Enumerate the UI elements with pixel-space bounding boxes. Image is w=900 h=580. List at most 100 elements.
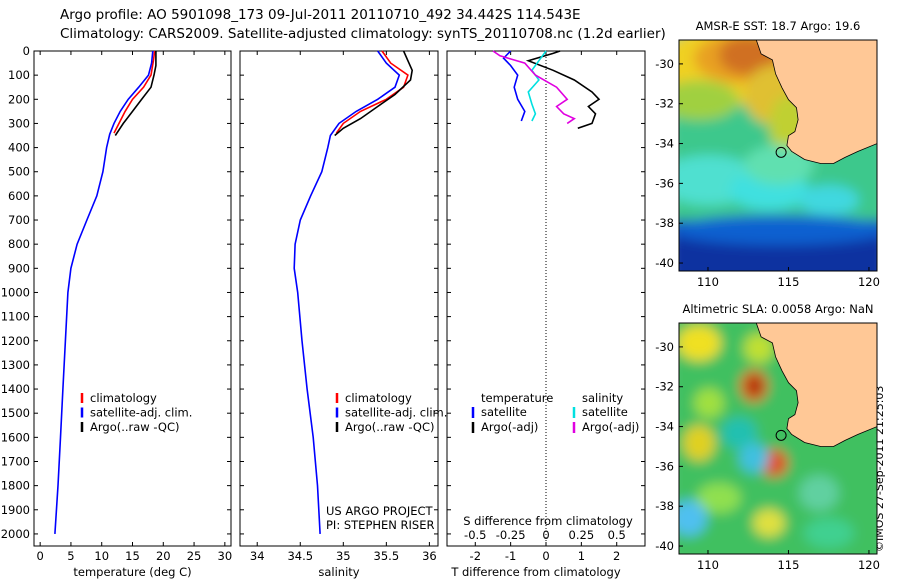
- x-tick-label: 34.5: [287, 549, 313, 563]
- land-mass: [756, 40, 877, 164]
- legend-label: satellite: [582, 405, 628, 419]
- legend-label: Argo(..raw -QC): [345, 420, 435, 434]
- y-tick-label: 2000: [1, 527, 30, 541]
- profile-panels: 0100200300400500600700800900100011001200…: [1, 44, 646, 579]
- x2-tick-label: 0.5: [608, 528, 626, 542]
- map-title: AMSR-E SST: 18.7 Argo: 19.6: [696, 19, 861, 33]
- y-tick-label: 1800: [1, 479, 30, 493]
- legend-label: satellite-adj. clim.: [345, 406, 447, 420]
- map-title: Altimetric SLA: 0.0058 Argo: NaN: [682, 302, 873, 316]
- y-tick-label: 100: [8, 68, 30, 82]
- x2-tick-label: -0.25: [496, 528, 526, 542]
- series-line: [114, 51, 157, 136]
- coastline: [755, 323, 877, 447]
- series-line: [293, 50, 401, 534]
- argo-location-marker: [775, 146, 787, 158]
- x-tick-label: 25: [187, 549, 202, 563]
- map-y-tick-label: -36: [655, 176, 674, 190]
- series-line: [527, 50, 547, 122]
- argo-location-marker: [775, 429, 787, 441]
- y-tick-label: 1400: [1, 382, 30, 396]
- legend-label: Argo(-adj): [481, 420, 538, 434]
- y-tick-label: 1600: [1, 430, 30, 444]
- panel-frame-temperature: [33, 50, 232, 547]
- x2-tick-label: 0.25: [569, 528, 595, 542]
- map-x-tick-label: 120: [858, 275, 880, 289]
- x-tick-label: 2: [613, 549, 620, 563]
- x-tick-label: 20: [156, 549, 171, 563]
- x-tick-label: 35.5: [374, 549, 400, 563]
- field-blob: [679, 500, 707, 536]
- legend-label: Argo(..raw -QC): [90, 420, 180, 434]
- x2-tick-label: -0.5: [464, 528, 486, 542]
- series-line: [113, 50, 156, 134]
- map-y-tick-label: -36: [655, 459, 674, 473]
- field-blob: [694, 388, 724, 418]
- y-tick-label: 200: [8, 92, 30, 106]
- series-line: [492, 50, 576, 125]
- map-field: [679, 323, 877, 554]
- map-y-tick-label: -38: [655, 499, 674, 513]
- y-tick-label: 500: [8, 165, 30, 179]
- legend-label: Argo(-adj): [582, 420, 639, 434]
- x-tick-label: 0: [36, 549, 43, 563]
- y-tick-label: 300: [8, 116, 30, 130]
- coastline: [755, 40, 877, 164]
- y-tick-label: 400: [8, 141, 30, 155]
- field-blob: [721, 417, 757, 449]
- x-tick-label: 34: [250, 549, 265, 563]
- x-tick-label: 5: [67, 549, 74, 563]
- y-tick-label: 1000: [1, 285, 30, 299]
- y-tick-label: 1300: [1, 358, 30, 372]
- y-tick-label: 800: [8, 237, 30, 251]
- map-sla_map: Altimetric SLA: 0.0058 Argo: NaN 110 115 12…: [655, 302, 880, 572]
- x-tick-label: 1: [578, 549, 585, 563]
- map-field: [679, 40, 877, 271]
- y-tick-label: 1100: [1, 310, 30, 324]
- legend-title-temperature: temperature: [481, 391, 553, 405]
- map-frame: [678, 322, 878, 555]
- series-line: [525, 50, 601, 130]
- legend-title-salinity: salinity: [582, 391, 623, 405]
- series-line: [334, 50, 414, 137]
- land-mass: [756, 323, 877, 447]
- legend-label: climatology: [90, 391, 157, 405]
- field-blob: [799, 185, 859, 215]
- x-tick-label: -2: [470, 549, 481, 563]
- x-tick-label: 10: [94, 549, 109, 563]
- legend-label: climatology: [345, 391, 412, 405]
- field-blob: [753, 509, 785, 537]
- field-blob: [744, 333, 774, 363]
- field-blob: [804, 518, 854, 548]
- y-tick-label: 1200: [1, 334, 30, 348]
- climatology-title: Climatology: CARS2009. Satellite-adjuste…: [60, 26, 666, 42]
- y-tick-label: 0: [23, 44, 30, 58]
- map-panels: AMSR-E SST: 18.7 Argo: 19.6 110 115 120 -30 -…: [655, 19, 880, 572]
- field-blob: [748, 377, 762, 395]
- y-tick-label: 700: [8, 213, 30, 227]
- x-tick-label: 36: [422, 549, 437, 563]
- project-annotation: PI: STEPHEN RISER: [326, 518, 435, 532]
- x-axis-label: salinity: [318, 565, 359, 579]
- map-y-tick-label: -40: [655, 539, 674, 553]
- map-x-tick-label: 110: [697, 558, 719, 572]
- field-blob: [739, 443, 769, 473]
- series-line: [54, 50, 154, 534]
- legend-label: satellite-adj. clim.: [90, 406, 192, 420]
- field-blob: [697, 483, 741, 513]
- x-tick-label: 35: [336, 549, 351, 563]
- field-blob: [744, 145, 814, 185]
- series-line: [335, 50, 409, 134]
- panel-differences: -2 -1 0 1 2 T difference from climatology temp…: [446, 50, 646, 579]
- y-tick-label: 1900: [1, 503, 30, 517]
- map-y-tick-label: -34: [655, 137, 674, 151]
- panel-frame-salinity: [239, 50, 439, 547]
- field-blob: [679, 80, 739, 120]
- x2-tick-label: 0: [542, 528, 549, 542]
- map-y-tick-label: -30: [655, 340, 674, 354]
- field-blob: [683, 425, 715, 461]
- x-tick-label: 0: [542, 549, 549, 563]
- project-annotation: US ARGO PROJECT: [326, 504, 434, 518]
- x-tick-label: -1: [505, 549, 516, 563]
- series-line: [502, 50, 526, 122]
